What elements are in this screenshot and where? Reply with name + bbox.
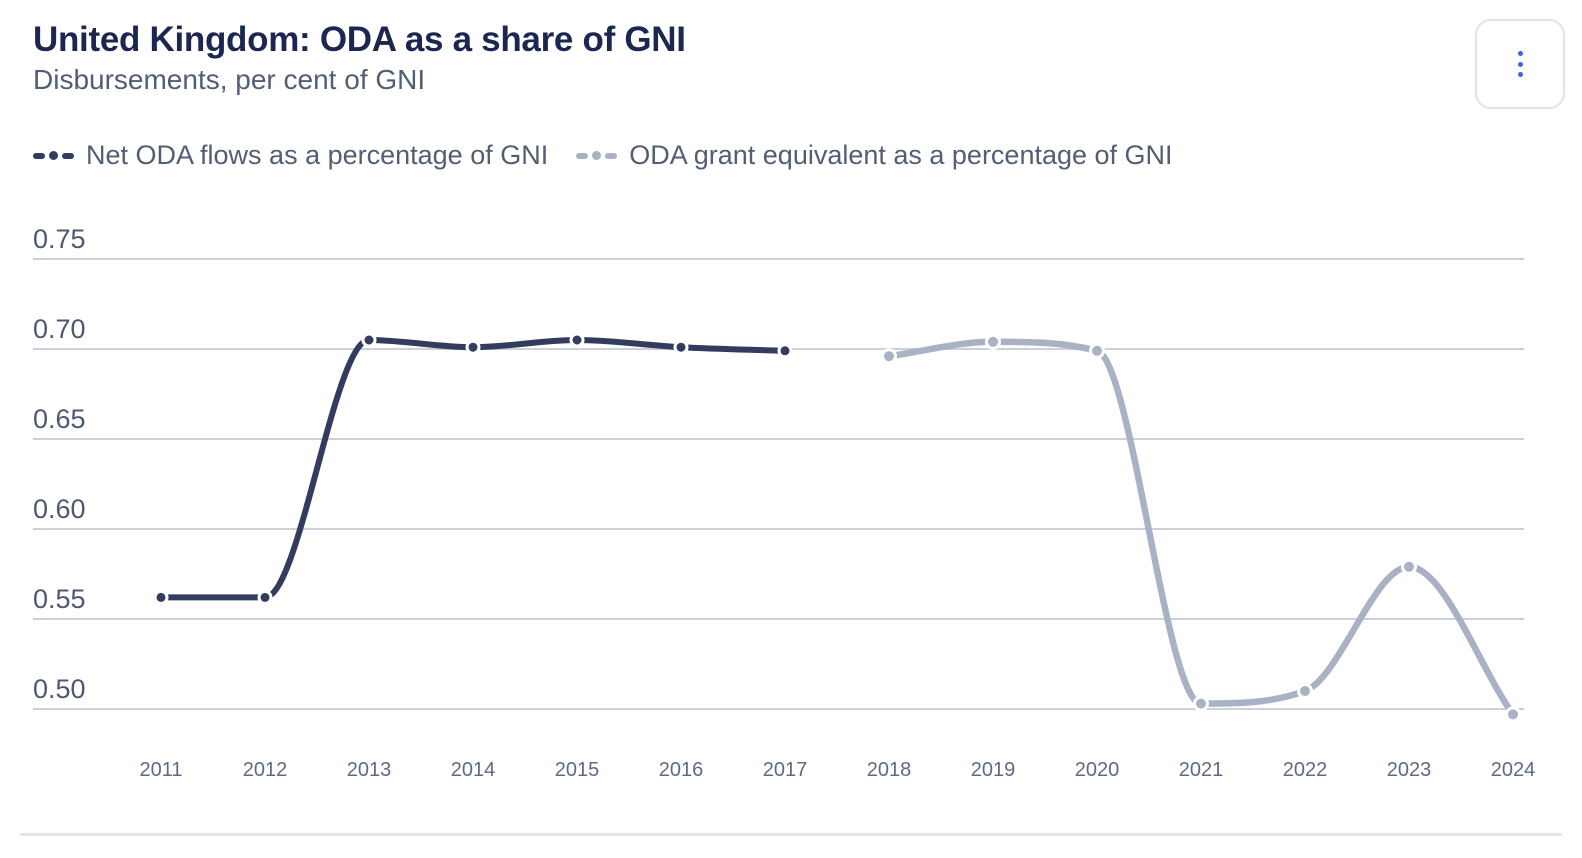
chart-legend: Net ODA flows as a percentage of GNI ODA…	[33, 140, 1173, 171]
data-point[interactable]	[1089, 342, 1105, 359]
data-point[interactable]	[1193, 695, 1209, 712]
data-point[interactable]	[1401, 558, 1417, 575]
data-point[interactable]	[257, 589, 273, 605]
x-tick-label: 2011	[139, 759, 182, 781]
legend-item-net-oda[interactable]: Net ODA flows as a percentage of GNI	[33, 140, 548, 171]
kebab-menu-icon	[1517, 49, 1523, 80]
data-point[interactable]	[1297, 683, 1313, 699]
y-tick-label: 0.60	[33, 494, 86, 524]
data-point[interactable]	[361, 332, 377, 348]
data-point[interactable]	[153, 589, 169, 605]
chart-subtitle: Disbursements, per cent of GNI	[33, 64, 426, 95]
series-line-net-oda	[158, 336, 788, 601]
legend-label-grant-equivalent: ODA grant equivalent as a percentage of …	[629, 140, 1173, 170]
y-tick-label: 0.65	[33, 404, 86, 434]
legend-item-grant-equivalent[interactable]: ODA grant equivalent as a percentage of …	[576, 140, 1173, 171]
x-tick-label: 2024	[1491, 759, 1536, 781]
y-tick-label: 0.55	[33, 584, 86, 614]
page-title: United Kingdom: ODA as a share of GNI	[33, 20, 686, 59]
x-tick-label: 2017	[763, 759, 808, 781]
data-point[interactable]	[1505, 706, 1521, 723]
data-point[interactable]	[465, 339, 481, 355]
data-point[interactable]	[673, 339, 689, 355]
data-point[interactable]	[985, 333, 1001, 350]
x-tick-label: 2020	[1075, 759, 1120, 781]
x-tick-label: 2012	[243, 759, 288, 781]
y-tick-label: 0.70	[33, 314, 86, 344]
x-tick-label: 2013	[347, 759, 392, 781]
x-tick-label: 2022	[1283, 759, 1328, 781]
x-tick-label: 2014	[451, 759, 496, 781]
bottom-divider	[20, 833, 1562, 836]
context-menu-button[interactable]	[1475, 19, 1565, 109]
legend-marker-net-oda-icon	[33, 151, 74, 160]
y-tick-label: 0.75	[33, 224, 86, 254]
legend-marker-grant-equivalent-icon	[576, 151, 618, 160]
y-tick-label: 0.50	[33, 674, 86, 704]
x-tick-label: 2021	[1179, 759, 1224, 781]
legend-label-net-oda: Net ODA flows as a percentage of GNI	[86, 140, 549, 170]
data-point[interactable]	[777, 343, 793, 359]
x-tick-label: 2019	[971, 759, 1016, 781]
x-tick-label: 2023	[1387, 759, 1432, 781]
x-tick-label: 2018	[867, 759, 912, 781]
data-point[interactable]	[881, 348, 897, 365]
x-tick-label: 2016	[659, 759, 704, 781]
x-tick-label: 2015	[555, 759, 600, 781]
data-point[interactable]	[569, 332, 585, 348]
